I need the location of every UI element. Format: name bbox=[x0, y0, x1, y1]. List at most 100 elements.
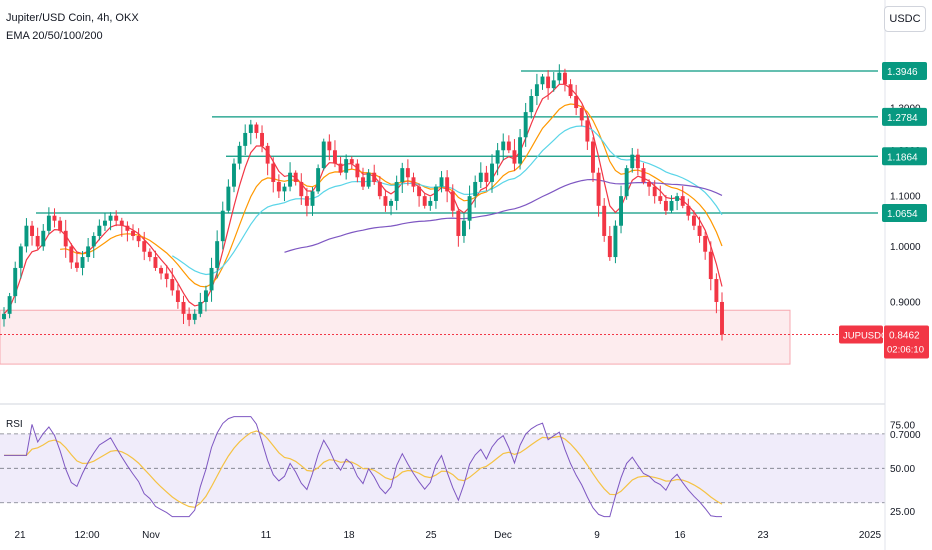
candle-body bbox=[490, 163, 494, 182]
candle-body bbox=[720, 301, 724, 335]
candle-body bbox=[647, 181, 652, 187]
candle-body bbox=[562, 72, 567, 85]
candle-body bbox=[613, 225, 618, 258]
candle-body bbox=[293, 172, 298, 182]
rsi-axis[interactable]: 75.00 50.00 25.00 bbox=[890, 421, 915, 518]
candle-body bbox=[271, 163, 276, 182]
candle-body bbox=[24, 225, 29, 247]
candle-body bbox=[170, 279, 175, 291]
candle-body bbox=[209, 267, 214, 291]
candle-body bbox=[243, 132, 248, 146]
candle-body bbox=[52, 215, 57, 221]
rsi-tick-label: 50.00 bbox=[890, 464, 915, 475]
rsi-tick-label: 75.00 bbox=[890, 421, 915, 432]
time-tick-label: Dec bbox=[494, 530, 512, 541]
ema-line bbox=[60, 103, 723, 288]
candle-body bbox=[327, 141, 332, 151]
price-tick-label: 0.9000 bbox=[890, 297, 921, 308]
candle-body bbox=[97, 225, 102, 236]
time-tick-label: 12:00 bbox=[74, 530, 99, 541]
candle-body bbox=[568, 84, 573, 97]
candle-body bbox=[74, 262, 79, 268]
candle-body bbox=[540, 76, 545, 85]
currency-button[interactable]: USDC bbox=[884, 6, 926, 32]
candle-body bbox=[220, 210, 225, 242]
candle-body bbox=[529, 96, 534, 113]
candle-body bbox=[153, 257, 158, 268]
candle-body bbox=[86, 246, 91, 258]
candle-body bbox=[361, 177, 365, 187]
candle-body bbox=[534, 84, 539, 97]
candle-body bbox=[125, 225, 130, 231]
time-tick-label: Nov bbox=[142, 530, 160, 541]
candle-body bbox=[103, 220, 107, 226]
candle-body bbox=[316, 168, 321, 192]
candle-body bbox=[310, 191, 315, 206]
candle-body bbox=[669, 200, 674, 211]
candle-body bbox=[159, 267, 164, 274]
level-price-tag bbox=[882, 204, 927, 222]
candle-body bbox=[585, 120, 590, 142]
time-tick-label: 11 bbox=[261, 530, 272, 541]
level-price-tag bbox=[882, 62, 927, 80]
candle-body bbox=[574, 96, 579, 109]
time-tick-label: 9 bbox=[594, 530, 600, 541]
candle-body bbox=[433, 186, 438, 201]
level-price-tag bbox=[882, 107, 927, 126]
ema-lines bbox=[3, 83, 723, 315]
candle-body bbox=[215, 241, 220, 268]
candle-body bbox=[663, 200, 668, 211]
time-tick-label: 16 bbox=[674, 530, 686, 541]
last-price-tag bbox=[884, 325, 929, 359]
candle-body bbox=[321, 141, 326, 169]
candle-body bbox=[417, 186, 422, 197]
indicator-label[interactable]: EMA 20/50/100/200 bbox=[6, 30, 103, 42]
candle-body bbox=[506, 141, 511, 151]
candle-body bbox=[232, 163, 236, 187]
price-pane bbox=[0, 64, 878, 365]
candle-body bbox=[546, 76, 551, 89]
level-price-label: 1.1864 bbox=[887, 152, 918, 163]
candle-body bbox=[445, 177, 450, 192]
candle-body bbox=[400, 168, 405, 182]
candle-body bbox=[69, 246, 74, 263]
candle-body bbox=[641, 168, 646, 182]
candle-body bbox=[495, 150, 500, 164]
level-price-label: 1.2784 bbox=[887, 113, 918, 124]
candle-body bbox=[344, 159, 349, 173]
time-tick-label: 21 bbox=[14, 530, 26, 541]
price-tick-label: 0.7000 bbox=[890, 430, 921, 441]
candle-body bbox=[226, 186, 231, 211]
time-axis[interactable]: 21 12:00 Nov 11 18 25 Dec 9 16 23 2025 bbox=[14, 530, 881, 541]
candle-body bbox=[635, 154, 640, 169]
candle-body bbox=[377, 181, 382, 197]
rsi-guides bbox=[0, 433, 885, 504]
price-labels: 1.3946 1.2784 1.1864 1.0654 JUPUSDC 0.8462 02:… bbox=[839, 62, 929, 359]
candle-body bbox=[304, 196, 309, 206]
candle-body bbox=[288, 172, 293, 187]
candle-body bbox=[383, 196, 388, 206]
candle-body bbox=[18, 246, 23, 268]
candle-body bbox=[248, 124, 253, 133]
candle-body bbox=[30, 225, 35, 236]
candle-body bbox=[557, 72, 562, 81]
candle-body bbox=[2, 313, 6, 320]
time-tick-label: 23 bbox=[757, 530, 769, 541]
candle-body bbox=[13, 267, 18, 297]
rsi-title[interactable]: RSI bbox=[6, 419, 23, 430]
candle-body bbox=[80, 257, 85, 268]
level-price-label: 1.3946 bbox=[887, 67, 918, 78]
candle-body bbox=[596, 172, 601, 206]
time-tick-label: 2025 bbox=[859, 530, 882, 541]
candle-body bbox=[602, 205, 607, 236]
level-price-label: 1.0654 bbox=[887, 209, 918, 220]
candle-body bbox=[523, 112, 528, 138]
candle-body bbox=[630, 154, 635, 169]
candle-body bbox=[114, 215, 119, 221]
rsi-line bbox=[4, 416, 722, 518]
candle-body bbox=[91, 235, 96, 247]
candle-body bbox=[467, 196, 472, 221]
chart-title[interactable]: Jupiter/USD Coin, 4h, OKX bbox=[6, 12, 139, 24]
candle-body bbox=[591, 141, 595, 173]
